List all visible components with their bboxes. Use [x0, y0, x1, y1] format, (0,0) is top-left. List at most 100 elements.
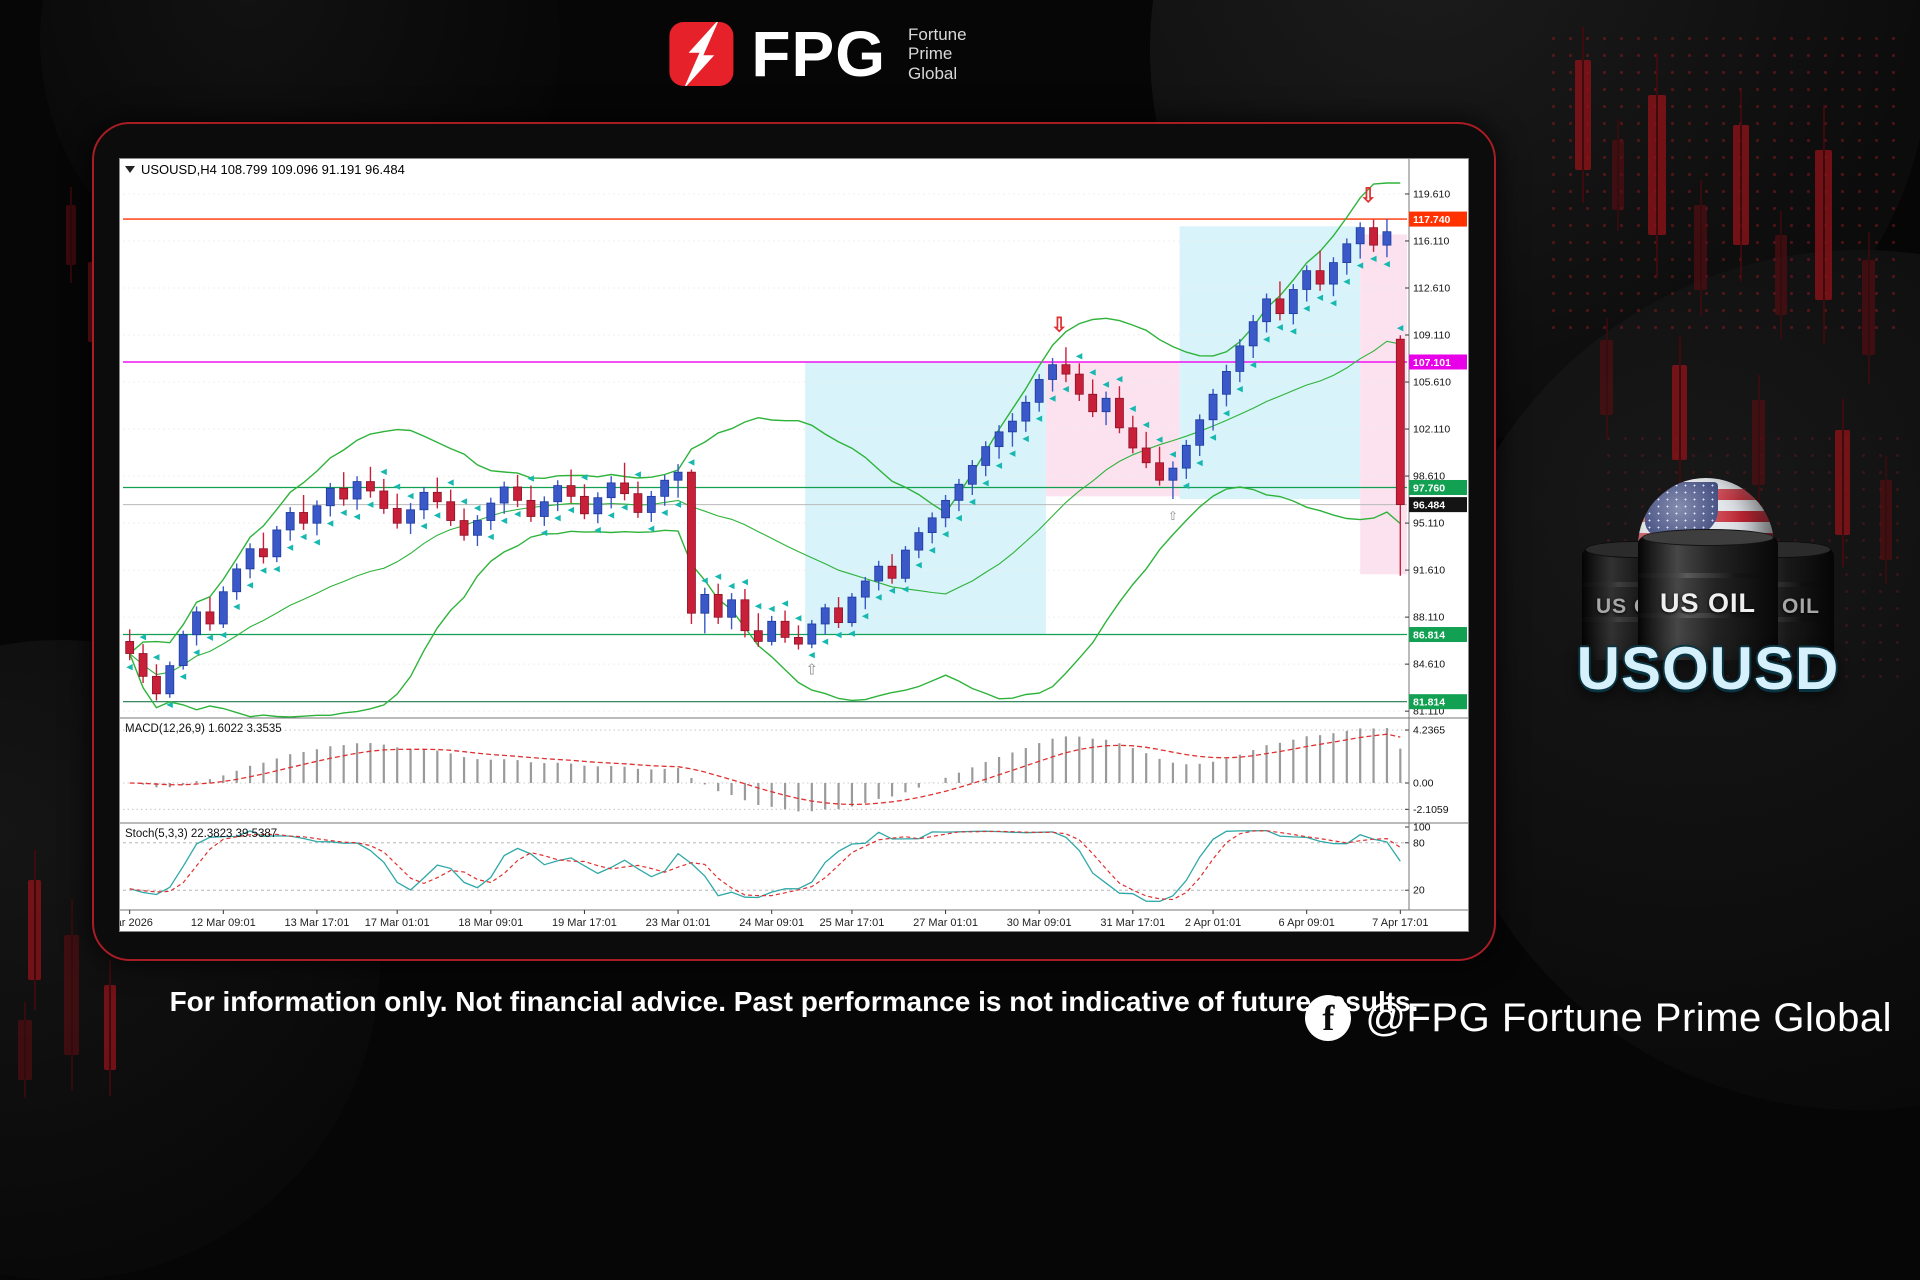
- background-candle-wick: [1617, 119, 1619, 231]
- background-candle-wick: [1757, 374, 1760, 511]
- background-candle-wick: [1822, 105, 1825, 345]
- background-candle-decoration: [66, 187, 76, 283]
- svg-text:20: 20: [1413, 885, 1425, 897]
- barrel-band: [1730, 581, 1834, 587]
- price-chart-svg[interactable]: ⇧ ⇩ ⇧ ⇩ 4.2365 0.00 -2.1059 MACD(12,26,9) 1.602…: [119, 158, 1469, 932]
- svg-text:⇧: ⇧: [806, 661, 819, 678]
- svg-text:27 Mar 01:01: 27 Mar 01:01: [913, 917, 978, 929]
- svg-text:12 Mar 09:01: 12 Mar 09:01: [191, 917, 256, 929]
- background-candle-wick: [1582, 27, 1584, 203]
- background-candle-decoration: [1672, 336, 1687, 489]
- background-candle-wick: [1656, 53, 1658, 277]
- svg-text:⇩: ⇩: [1360, 185, 1377, 207]
- background-candle-wick: [1678, 336, 1681, 489]
- svg-text:0.00: 0.00: [1413, 778, 1434, 790]
- social-handle: f @FPG Fortune Prime Global: [1305, 995, 1892, 1041]
- svg-text:Mar 2026: Mar 2026: [119, 917, 153, 929]
- oil-badge-symbol: USOUSD: [1576, 635, 1840, 702]
- background-candle-decoration: [1752, 374, 1765, 511]
- svg-text:96.484: 96.484: [1413, 500, 1445, 512]
- svg-text:117.740: 117.740: [1413, 214, 1451, 226]
- background-candle-decoration: [1815, 105, 1832, 345]
- barrel-band: [1730, 617, 1834, 623]
- svg-text:⇧: ⇧: [1168, 509, 1178, 523]
- facebook-icon: f: [1305, 995, 1352, 1041]
- usoil-badge: US OIL US OIL US OIL USOUSD: [1577, 478, 1838, 728]
- svg-text:25 Mar 17:01: 25 Mar 17:01: [820, 917, 885, 929]
- fpg-logo-icon: [669, 22, 734, 86]
- svg-text:17 Mar 01:01: 17 Mar 01:01: [365, 917, 430, 929]
- svg-text:107.101: 107.101: [1413, 357, 1451, 369]
- background-candle-wick: [24, 1002, 26, 1098]
- background-candle-decoration: [1835, 398, 1850, 567]
- main-price-panel: ⇧ ⇩ ⇧ ⇩: [123, 182, 1407, 718]
- svg-text:MACD(12,26,9) 1.6022 3.3535: MACD(12,26,9) 1.6022 3.3535: [125, 723, 282, 735]
- chart-tablet-frame: ⇧ ⇩ ⇧ ⇩ 4.2365 0.00 -2.1059 MACD(12,26,9) 1.602…: [92, 122, 1496, 961]
- svg-text:-2.1059: -2.1059: [1413, 804, 1449, 816]
- disclaimer-text: For information only. Not financial advi…: [169, 986, 1419, 1017]
- background-candle-decoration: [104, 959, 116, 1096]
- svg-text:119.610: 119.610: [1413, 188, 1450, 200]
- background-candle-wick: [1885, 456, 1887, 584]
- background-candle-decoration: [18, 1002, 32, 1098]
- background-candle-decoration: [1733, 89, 1749, 281]
- svg-text:USOUSD,H4 108.799 109.096 91.1: USOUSD,H4 108.799 109.096 91.191 96.484: [141, 162, 405, 177]
- svg-text:98.610: 98.610: [1413, 471, 1445, 483]
- barrel-band: [1582, 617, 1686, 623]
- svg-text:⇩: ⇩: [1051, 315, 1068, 337]
- background-candle-wick: [70, 899, 73, 1091]
- svg-text:81.814: 81.814: [1413, 697, 1445, 709]
- background-candle-wick: [70, 187, 72, 283]
- svg-text:31 Mar 17:01: 31 Mar 17:01: [1100, 917, 1165, 929]
- svg-text:18 Mar 09:01: 18 Mar 09:01: [458, 917, 523, 929]
- background-candle-wick: [1699, 179, 1702, 316]
- svg-text:19 Mar 17:01: 19 Mar 17:01: [552, 917, 617, 929]
- svg-text:4.2365: 4.2365: [1413, 725, 1445, 737]
- background-candle-decoration: [1600, 317, 1613, 438]
- background-candle-decoration: [1612, 119, 1624, 231]
- background-dot-grid: [1545, 30, 1905, 340]
- background-candle-wick: [1605, 317, 1608, 438]
- svg-text:109.110: 109.110: [1413, 330, 1450, 342]
- background-candle-wick: [109, 959, 111, 1096]
- svg-text:84.610: 84.610: [1413, 659, 1445, 671]
- svg-text:2 Apr 01:01: 2 Apr 01:01: [1185, 917, 1241, 929]
- svg-text:95.110: 95.110: [1413, 518, 1444, 530]
- svg-text:97.760: 97.760: [1413, 482, 1445, 494]
- background-candle-wick: [1740, 89, 1742, 281]
- background-candle-decoration: [1648, 53, 1666, 277]
- svg-text:23 Mar 01:01: 23 Mar 01:01: [646, 917, 711, 929]
- background-candle-decoration: [1775, 211, 1787, 339]
- background-candle-wick: [1841, 398, 1844, 567]
- background-candle-decoration: [1880, 456, 1892, 584]
- social-handle-text: @FPG Fortune Prime Global: [1365, 995, 1892, 1040]
- svg-text:105.610: 105.610: [1413, 377, 1451, 389]
- svg-text:30 Mar 09:01: 30 Mar 09:01: [1007, 917, 1072, 929]
- flag-canton: [1644, 482, 1719, 540]
- svg-text:100: 100: [1413, 822, 1431, 834]
- chart-area[interactable]: ⇧ ⇩ ⇧ ⇩ 4.2365 0.00 -2.1059 MACD(12,26,9) 1.602…: [119, 158, 1469, 932]
- background-candle-decoration: [64, 899, 79, 1091]
- oil-barrel-center: US OIL: [1638, 529, 1778, 660]
- barrel-band: [1638, 612, 1778, 618]
- background-candle-wick: [1867, 231, 1870, 384]
- svg-text:80: 80: [1413, 837, 1425, 849]
- background-candle-decoration: [1575, 27, 1591, 203]
- svg-text:7 Apr 17:01: 7 Apr 17:01: [1372, 917, 1428, 929]
- background-candle-wick: [33, 850, 36, 1010]
- svg-text:Stoch(5,3,3) 22.3823 39.5387: Stoch(5,3,3) 22.3823 39.5387: [125, 828, 277, 840]
- brand-name: FPG: [751, 18, 886, 90]
- svg-text:88.110: 88.110: [1413, 612, 1444, 624]
- svg-text:102.110: 102.110: [1413, 424, 1450, 436]
- background-candle-decoration: [1694, 179, 1707, 316]
- brand-header: FPG Fortune Prime Global: [669, 18, 967, 90]
- logo-bolt-shape: [683, 22, 720, 86]
- svg-text:116.110: 116.110: [1413, 235, 1450, 247]
- barrel-band: [1582, 581, 1686, 587]
- background-candle-decoration: [28, 850, 41, 1010]
- svg-text:13 Mar 17:01: 13 Mar 17:01: [285, 917, 350, 929]
- barrel-band: [1638, 573, 1778, 579]
- svg-text:91.610: 91.610: [1413, 565, 1445, 577]
- background-candle-wick: [1780, 211, 1782, 339]
- svg-text:24 Mar 09:01: 24 Mar 09:01: [739, 917, 804, 929]
